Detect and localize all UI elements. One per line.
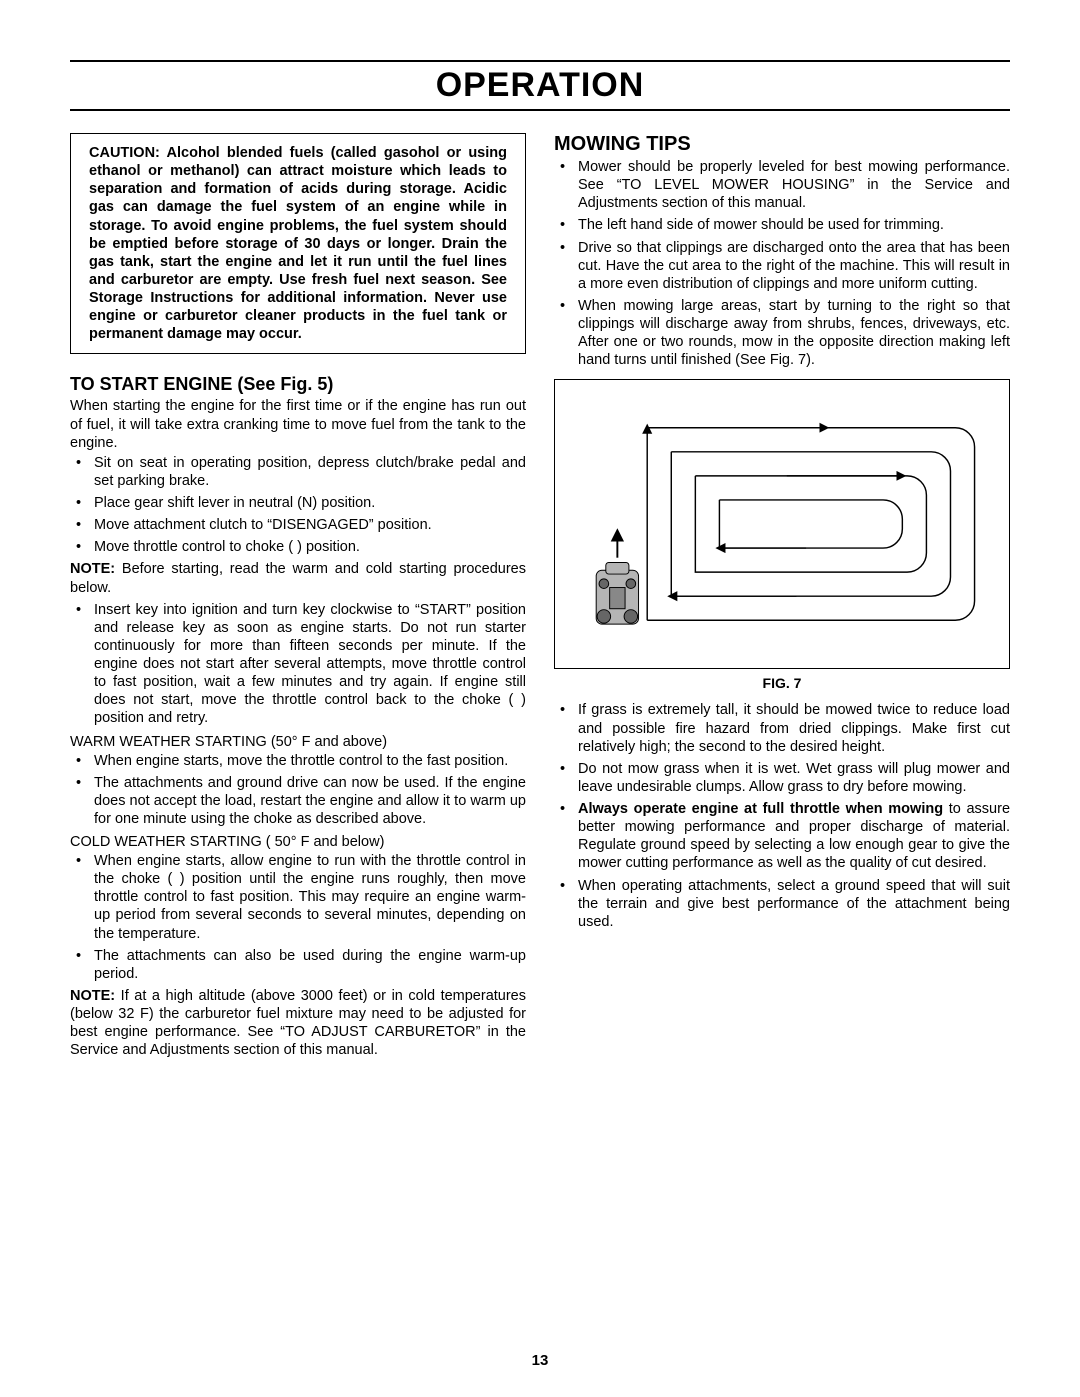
bullet-item: Always operate engine at full throttle w… (554, 800, 1010, 873)
left-column: CAUTION: Alcohol blended fuels (called g… (70, 133, 526, 1063)
mowing-tips-heading: MOWING TIPS (554, 133, 1010, 156)
start-engine-bullets-2: Insert key into ignition and turn key cl… (70, 601, 526, 728)
title-rule-top (70, 60, 1010, 62)
bullet-item: Mower should be properly leveled for bes… (554, 158, 1010, 212)
content-columns: CAUTION: Alcohol blended fuels (called g… (70, 133, 1010, 1063)
bullet-item: The left hand side of mower should be us… (554, 216, 1010, 234)
bullet-item: Drive so that clippings are discharged o… (554, 239, 1010, 293)
bullet-item: The attachments can also be used during … (70, 947, 526, 983)
bullet-item: Sit on seat in operating position, depre… (70, 454, 526, 490)
caution-box: CAUTION: Alcohol blended fuels (called g… (70, 133, 526, 354)
figure-7-diagram (575, 394, 989, 654)
warm-weather-heading: WARM WEATHER STARTING (50° F and above) (70, 734, 526, 750)
bullet-item: If grass is extremely tall, it should be… (554, 701, 1010, 755)
start-engine-bullets-1: Sit on seat in operating position, depre… (70, 454, 526, 557)
page-title: OPERATION (70, 66, 1010, 105)
bullet-item: When engine starts, allow engine to run … (70, 852, 526, 943)
figure-7-box (554, 379, 1010, 669)
note-label: NOTE: (70, 988, 115, 1004)
manual-page: OPERATION CAUTION: Alcohol blended fuels… (0, 0, 1080, 1397)
start-engine-heading: TO START ENGINE (See Fig. 5) (70, 374, 526, 395)
bullet-item: When operating attachments, select a gro… (554, 877, 1010, 931)
bullet-item: The attachments and ground drive can now… (70, 774, 526, 828)
start-engine-intro: When starting the engine for the first t… (70, 397, 526, 451)
start-engine-note1: NOTE: Before starting, read the warm and… (70, 560, 526, 596)
start-engine-note2: NOTE: If at a high altitude (above 3000 … (70, 987, 526, 1060)
note-body: Before starting, read the warm and cold … (70, 561, 526, 595)
cold-weather-bullets: When engine starts, allow engine to run … (70, 852, 526, 983)
page-number: 13 (0, 1352, 1080, 1369)
bullet-item: Insert key into ignition and turn key cl… (70, 601, 526, 728)
bullet-item: Do not mow grass when it is wet. Wet gra… (554, 760, 1010, 796)
mowing-bullets-bottom: If grass is extremely tall, it should be… (554, 701, 1010, 931)
figure-7-caption: FIG. 7 (554, 675, 1010, 691)
bullet-item: When engine starts, move the throttle co… (70, 752, 526, 770)
bullet-item: Move throttle control to choke ( ) posit… (70, 538, 526, 556)
bullet-item: When mowing large areas, start by turnin… (554, 297, 1010, 370)
title-rule-bottom (70, 109, 1010, 111)
cold-weather-heading: COLD WEATHER STARTING ( 50° F and below) (70, 834, 526, 850)
note-body: If at a high altitude (above 3000 feet) … (70, 988, 526, 1058)
note-label: NOTE: (70, 561, 115, 577)
right-column: MOWING TIPS Mower should be properly lev… (554, 133, 1010, 1063)
bullet-item: Move attachment clutch to “DISENGAGED” p… (70, 516, 526, 534)
mowing-bullets-top: Mower should be properly leveled for bes… (554, 158, 1010, 369)
mower-icon (596, 563, 638, 625)
warm-weather-bullets: When engine starts, move the throttle co… (70, 752, 526, 829)
bullet-item: Place gear shift lever in neutral (N) po… (70, 494, 526, 512)
